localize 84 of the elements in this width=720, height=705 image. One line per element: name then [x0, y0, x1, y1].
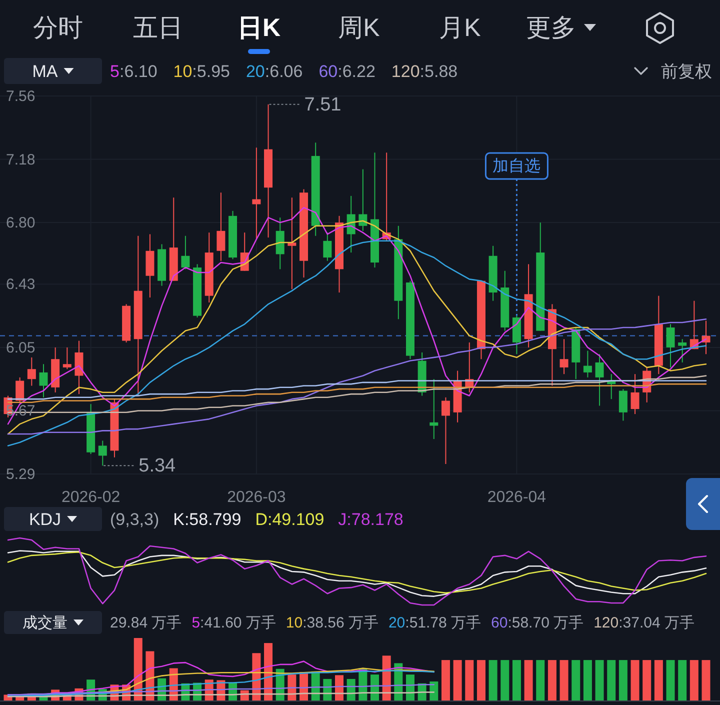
text: 20:6.06: [246, 62, 303, 80]
candlestick: [560, 338, 568, 375]
line-series: [7, 318, 707, 435]
bar: [441, 660, 450, 701]
chart-title: KDJ: [28, 510, 62, 528]
bar: [618, 660, 628, 701]
candlestick: [666, 324, 675, 368]
text: 29.84 万手: [110, 614, 182, 631]
bar: [488, 660, 498, 701]
candlestick: [678, 338, 687, 363]
x-tick-label: 2026-03: [227, 488, 286, 506]
candlestick: [430, 378, 438, 440]
chart-title: 成交量: [22, 614, 68, 631]
text: 120:5.88: [391, 62, 458, 80]
text: 前复权: [661, 62, 712, 80]
candlestick: [276, 217, 284, 270]
candlestick: [252, 147, 261, 240]
bar: [512, 660, 521, 701]
chart-title: MA: [32, 62, 58, 80]
x-tick-label: 2026-04: [487, 488, 546, 506]
bar: [642, 660, 652, 701]
text: 20:51.78 万手: [388, 614, 482, 631]
bar: [536, 660, 545, 701]
text: 5:6.10: [110, 62, 158, 80]
text: 60:6.22: [318, 62, 376, 80]
candlestick: [39, 364, 48, 398]
candlestick: [216, 192, 226, 262]
text: 月K: [439, 14, 482, 42]
bar: [500, 660, 510, 701]
bar: [453, 660, 462, 701]
candlestick: [62, 346, 72, 370]
text: 10:38.56 万手: [286, 614, 378, 631]
candlestick: [441, 396, 450, 465]
bar: [595, 660, 604, 701]
series-label: D:49.109: [255, 510, 324, 528]
bar: [476, 660, 486, 701]
bar: [572, 660, 580, 701]
text: 五日: [133, 14, 183, 42]
bar: [654, 660, 663, 701]
candlestick: [618, 388, 628, 422]
candlestick: [98, 440, 107, 466]
y-tick-label: 6.80: [6, 214, 36, 232]
candlestick: [74, 340, 84, 395]
y-tick-label: 7.18: [6, 150, 36, 168]
text: J:78.178: [338, 510, 404, 528]
candlestick: [181, 235, 190, 270]
annotation: 加自选: [492, 156, 541, 174]
annotation: 5.34: [138, 455, 176, 476]
bar: [630, 660, 640, 701]
bar: [607, 660, 616, 701]
text: 周K: [338, 14, 380, 42]
candlestick: [16, 376, 24, 403]
chart-subtitle: (9,3,3): [110, 510, 160, 528]
y-tick-label: 6.43: [6, 276, 36, 293]
bar: [678, 660, 687, 701]
text: 5:41.60 万手: [192, 614, 276, 631]
text: 120:37.04 万手: [594, 614, 694, 631]
annotation: 7.51: [304, 94, 342, 115]
bar: [465, 660, 474, 701]
x-tick-label: 2026-02: [61, 488, 120, 506]
text: 60:58.70 万手: [491, 614, 584, 631]
bar: [524, 660, 533, 701]
y-tick-label: 5.29: [6, 466, 36, 482]
series-label: K:58.799: [173, 510, 242, 528]
bar: [583, 660, 592, 701]
text: 日K: [237, 14, 281, 42]
candlestick: [583, 350, 592, 378]
bar: [548, 660, 556, 701]
candlestick: [288, 197, 296, 290]
text: 10:5.95: [173, 62, 230, 80]
candlestick: [27, 356, 36, 386]
bar: [666, 660, 675, 701]
candlestick: [323, 232, 332, 262]
bar: [702, 660, 710, 701]
candlestick: [358, 168, 368, 232]
bar: [335, 675, 344, 701]
text: 分时: [33, 14, 83, 42]
y-tick-label: 6.05: [6, 338, 36, 356]
bar: [560, 660, 568, 701]
candlestick: [595, 354, 604, 406]
bar: [690, 660, 698, 701]
text: 更多: [526, 14, 576, 42]
y-tick-label: 7.56: [6, 88, 36, 104]
candlestick: [630, 374, 640, 415]
